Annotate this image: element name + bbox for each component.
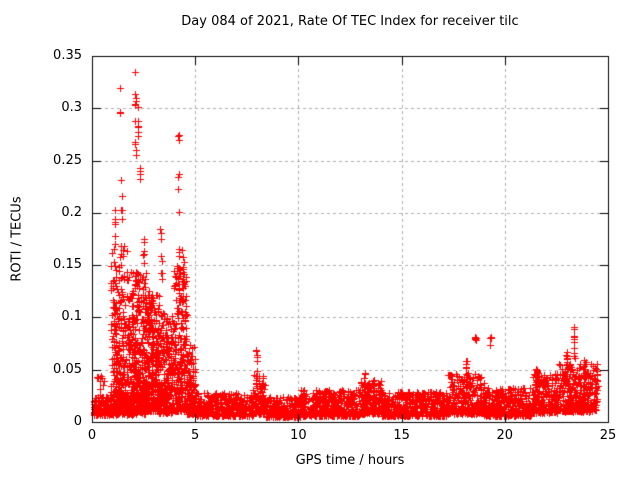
- y-tick-label: 0.35: [53, 48, 82, 63]
- y-tick-label: 0.3: [61, 100, 82, 116]
- y-tick-label: 0.05: [53, 361, 82, 377]
- x-tick-label: 0: [87, 428, 97, 443]
- y-tick-label: 0.25: [53, 152, 82, 168]
- y-tick-label: 0.1: [61, 309, 82, 325]
- y-tick-label: 0.2: [61, 204, 82, 220]
- x-tick-label: 15: [393, 428, 410, 443]
- x-tick-label: 25: [599, 428, 617, 443]
- y-tick-label: 0.15: [53, 257, 82, 273]
- x-tick-label: 20: [496, 428, 514, 443]
- y-tick-label: 0: [73, 414, 82, 429]
- chart-title: Day 084 of 2021, Rate Of TEC Index for r…: [181, 14, 519, 29]
- x-axis-label: GPS time / hours: [295, 453, 405, 468]
- x-tick-label: 5: [191, 428, 200, 443]
- x-tick-label: 10: [290, 428, 307, 443]
